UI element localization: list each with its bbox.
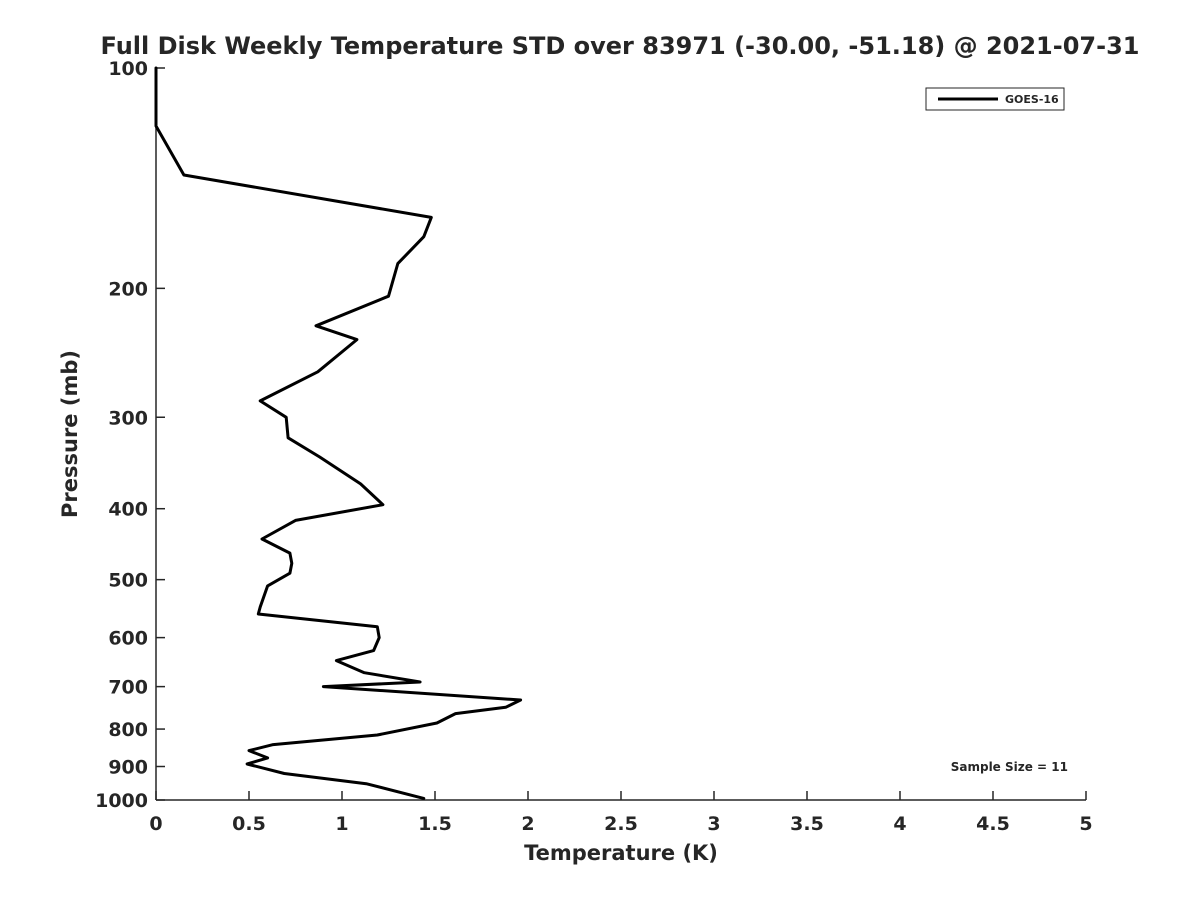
x-tick-label: 2.5	[604, 813, 638, 835]
plot-background	[156, 68, 1086, 800]
x-tick-label: 4.5	[976, 813, 1010, 835]
series-layer	[154, 66, 523, 800]
y-tick-label: 200	[108, 278, 148, 300]
y-tick-label: 800	[108, 719, 148, 741]
y-tick-label: 100	[108, 58, 148, 80]
plot-area	[155, 68, 1086, 801]
x-axis-ticks: 0 0.5 1 1.5 2 2.5 3 3.5 4 4.5 5	[149, 791, 1093, 835]
x-tick-label: 4	[893, 813, 906, 835]
x-axis-label: Temperature (K)	[524, 841, 718, 865]
sample-size-annotation: Sample Size = 11	[951, 760, 1068, 774]
y-tick-label: 700	[108, 677, 148, 699]
legend: GOES-16	[925, 87, 1065, 111]
x-tick-label: 3.5	[790, 813, 824, 835]
x-tick-label: 5	[1079, 813, 1092, 835]
series-line-goes-16	[154, 66, 523, 800]
y-tick-label: 300	[108, 407, 148, 429]
chart-title: Full Disk Weekly Temperature STD over 83…	[101, 32, 1140, 60]
y-axis-ticks: 100 200 300 400 500 600 700 800 900 1000	[95, 58, 165, 812]
y-tick-label: 600	[108, 628, 148, 650]
x-tick-label: 1.5	[418, 813, 452, 835]
x-tick-label: 2	[521, 813, 534, 835]
legend-label-goes-16: GOES-16	[1005, 93, 1059, 106]
x-tick-label: 0.5	[232, 813, 266, 835]
y-tick-label: 500	[108, 570, 148, 592]
y-tick-label: 900	[108, 757, 148, 779]
y-tick-label: 1000	[95, 790, 148, 812]
x-tick-label: 1	[335, 813, 348, 835]
x-tick-label: 3	[707, 813, 720, 835]
y-axis-label: Pressure (mb)	[58, 350, 82, 518]
y-tick-label: 400	[108, 499, 148, 521]
x-tick-label: 0	[149, 813, 162, 835]
